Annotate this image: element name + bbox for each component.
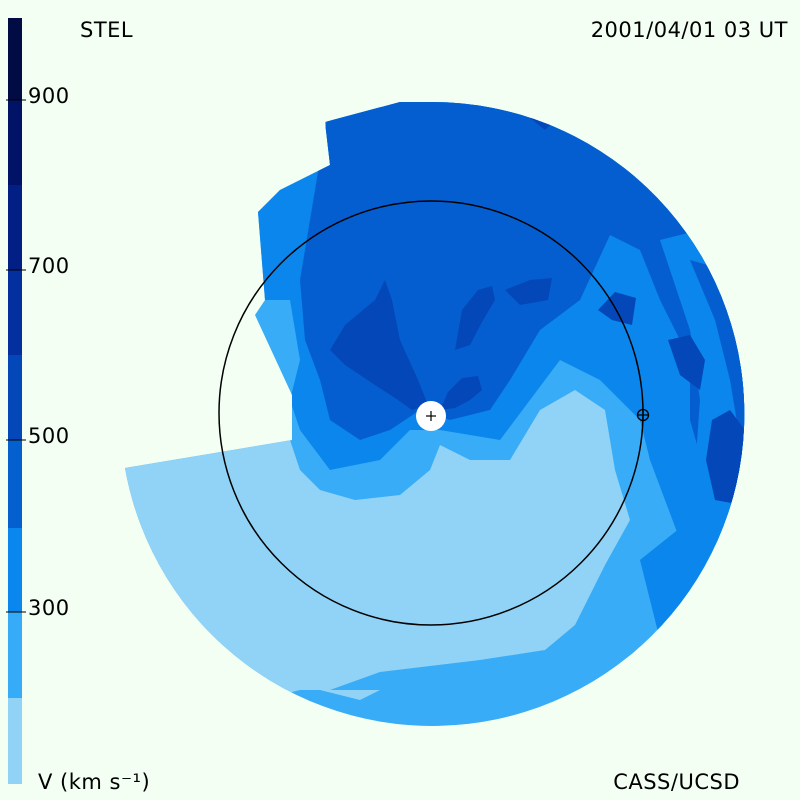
color-bar-segment <box>8 185 22 270</box>
region-level5 <box>330 280 428 410</box>
color-bar-segment <box>8 440 22 528</box>
color-bar-segment <box>8 18 22 100</box>
color-bar-segment <box>8 612 22 698</box>
color-bar-segment <box>8 355 22 440</box>
color-bar-segment <box>8 100 22 185</box>
datetime-label: 2001/04/01 03 UT <box>590 18 788 42</box>
velocity-field <box>125 102 745 726</box>
credit-label: CASS/UCSD <box>613 770 740 794</box>
colorbar-tick-label: 900 <box>28 84 70 108</box>
region-level1 <box>125 390 630 700</box>
region-level5 <box>706 410 745 505</box>
source-label: STEL <box>80 18 134 42</box>
colorbar-tick-label: 700 <box>28 254 70 278</box>
unit-label: V (km s⁻¹) <box>38 770 151 794</box>
color-bar-segment <box>8 270 22 355</box>
color-bar-segment <box>8 528 22 612</box>
region-level5 <box>440 376 482 410</box>
color-bar <box>6 18 26 784</box>
colorbar-tick-label: 500 <box>28 424 70 448</box>
colorbar-tick-label: 300 <box>28 596 70 620</box>
region-level5 <box>455 286 495 350</box>
color-bar-segment <box>8 698 22 784</box>
earth-marker <box>636 408 650 422</box>
region-level5 <box>505 278 552 305</box>
region-level5 <box>598 292 636 325</box>
sun-marker <box>416 401 446 431</box>
region-level5 <box>668 335 705 390</box>
